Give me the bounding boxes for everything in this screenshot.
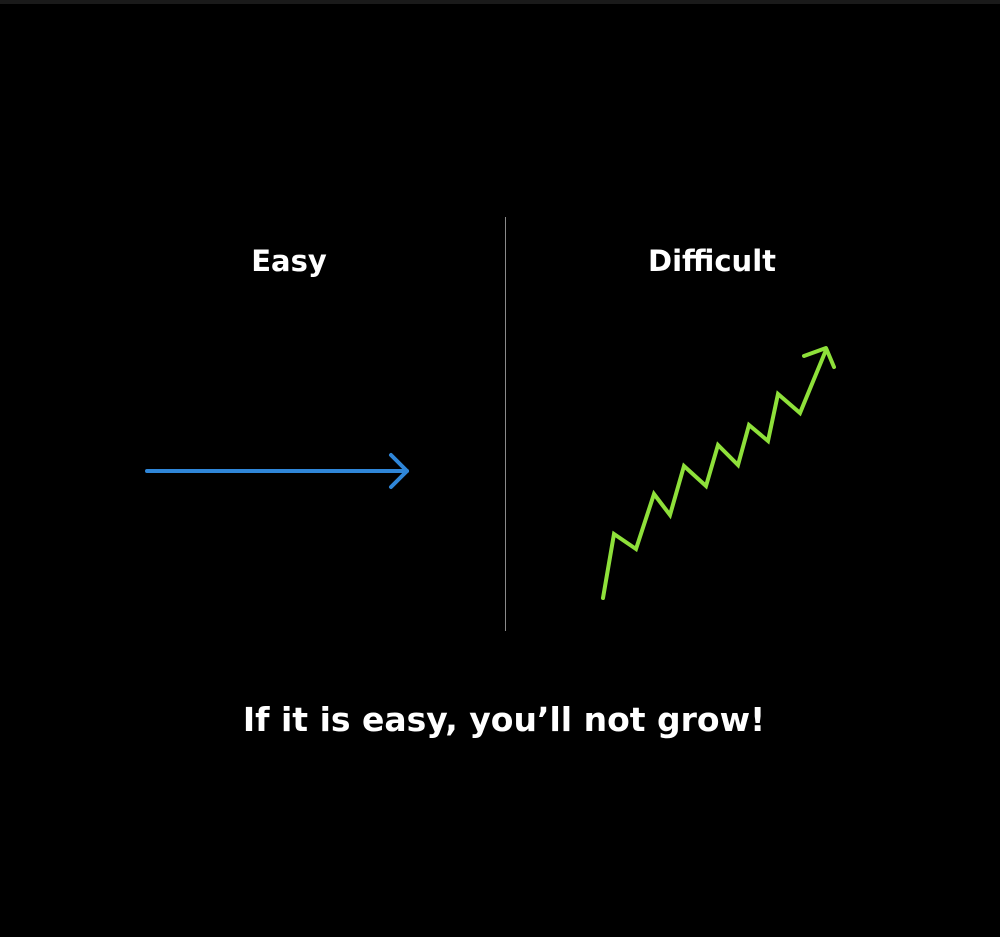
straight-arrow-head <box>389 453 409 489</box>
difficult-label: Difficult <box>648 244 776 278</box>
straight-arrow-icon <box>145 453 409 489</box>
zigzag-line <box>601 348 828 600</box>
easy-label: Easy <box>251 244 327 278</box>
zigzag-up-arrow-icon <box>601 346 836 600</box>
top-edge-strip <box>0 0 1000 4</box>
caption-text: If it is easy, you’ll not grow! <box>242 700 766 739</box>
center-divider <box>505 217 506 631</box>
zigzag-arrow-head <box>802 346 836 369</box>
